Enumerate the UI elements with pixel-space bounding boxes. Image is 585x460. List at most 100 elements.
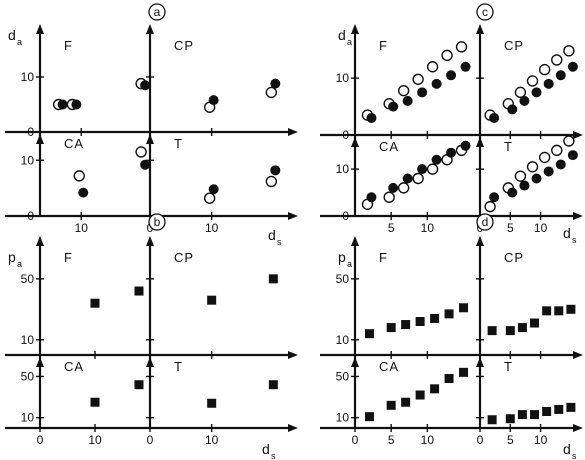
point-c-CA-filled — [446, 147, 457, 158]
fig-d-ylabel-sub: a — [347, 259, 352, 269]
point-a-CP-open — [265, 86, 278, 99]
panel-b-T-label: T — [174, 359, 183, 374]
fig-a-ytick: 0 — [27, 209, 34, 223]
fig-a-ytick: 10 — [21, 70, 35, 84]
fig-d-upper-x-arrow — [573, 351, 583, 359]
fig-a-letter: a — [154, 5, 161, 19]
fig-d-mid-y-arrow-lower — [476, 357, 484, 367]
point-c-CP-filled — [555, 70, 566, 81]
fig-a-mid-y-arrow-lower — [146, 134, 154, 144]
fig-b-left-y-arrow — [36, 236, 44, 246]
point-b-CP-square — [207, 295, 217, 305]
point-b-CP-square — [268, 274, 278, 284]
fig-c-ytick: 10 — [336, 71, 350, 85]
point-c-CP-filled — [567, 61, 578, 72]
point-c-F-open — [441, 49, 453, 62]
fig-c-upper-x-arrow — [573, 131, 583, 139]
point-c-F-open — [455, 41, 468, 53]
point-d-CP-square — [530, 318, 540, 328]
point-c-T-filled — [543, 166, 554, 177]
point-d-CP-square — [566, 304, 576, 314]
fig-b-left-y-arrow-lower — [36, 357, 44, 367]
fig-b-ytick: 10 — [21, 411, 35, 425]
fig-a-letter-circle — [148, 3, 166, 21]
fig-a-ylabel-sub: a — [17, 37, 22, 47]
point-a-F-filled — [140, 80, 151, 91]
point-c-CP-filled — [507, 104, 518, 115]
fig-a-upper-x-arrow — [288, 128, 298, 136]
point-d-CA-square — [364, 412, 374, 422]
point-a-CP-filled — [270, 78, 281, 89]
point-b-CA-square — [134, 380, 144, 390]
fig-c-ylabel-sub: a — [347, 37, 352, 47]
point-c-F-open — [412, 73, 424, 85]
fig-a-xtick: 10 — [75, 221, 89, 235]
point-c-CP-open — [514, 86, 527, 99]
point-d-T-square — [505, 414, 515, 424]
point-c-F-filled — [446, 70, 457, 81]
point-d-F-square — [415, 316, 425, 326]
point-d-F-square — [386, 323, 396, 333]
panel-d-CP-label: CP — [504, 250, 524, 265]
point-c-T-filled — [507, 187, 518, 198]
point-d-CA-square — [459, 367, 469, 377]
fig-c-xlabel: d — [563, 225, 571, 241]
fig-c-ytick: 0 — [342, 209, 349, 223]
point-c-CA-open — [426, 163, 439, 175]
point-d-T-square — [530, 410, 540, 420]
panel-c-CA-label: CA — [379, 139, 399, 154]
fig-c-ytick: 10 — [336, 162, 350, 176]
fig-c-mid-y-arrow — [476, 24, 484, 34]
fig-c-xtick: 5 — [388, 221, 395, 235]
point-c-T-filled — [519, 180, 530, 191]
fig-a-left-y-arrow — [36, 24, 44, 34]
point-a-CA-open — [73, 170, 85, 182]
point-c-CP-open — [538, 63, 551, 76]
point-c-CP-filled — [531, 87, 542, 98]
point-c-T-open — [514, 170, 527, 182]
panel-a-T-label: T — [174, 136, 183, 151]
point-c-F-filled — [460, 61, 471, 72]
fig-d-ytick: 50 — [336, 369, 350, 383]
panel-c-CP-label: CP — [504, 38, 524, 53]
fig-d-xtick: 5 — [388, 433, 395, 447]
fig-a-xtick: 10 — [205, 221, 219, 235]
fig-d-xlabel: d — [563, 441, 571, 457]
point-a-CA-open — [135, 146, 147, 158]
panel-a-CA-label: CA — [64, 136, 84, 151]
point-d-F-square — [430, 313, 440, 323]
panel-a-F-label: F — [64, 38, 73, 53]
point-d-T-square — [487, 415, 497, 425]
point-b-CA-square — [90, 397, 100, 407]
panel-d-CA-label: CA — [379, 359, 399, 374]
point-d-CP-square — [505, 326, 515, 336]
fig-d-lower-x-arrow — [573, 424, 583, 432]
point-d-T-square — [566, 402, 576, 412]
fig-b-upper-x-arrow — [288, 351, 298, 359]
fig-c-xtick: 10 — [421, 221, 435, 235]
panel-d-F-label: F — [379, 250, 388, 265]
fig-c-mid-y-arrow-lower — [476, 137, 484, 147]
fig-c-left-y-arrow — [351, 24, 359, 34]
point-a-T-filled — [270, 165, 281, 176]
point-c-T-open — [551, 144, 563, 157]
fig-d-xtick: 10 — [534, 433, 548, 447]
point-c-CP-filled — [543, 78, 554, 89]
fig-b-ytick: 10 — [21, 333, 35, 347]
point-c-F-open — [426, 61, 439, 73]
fig-a-left-y-arrow-lower — [36, 134, 44, 144]
fig-b-xtick: 10 — [88, 433, 102, 447]
point-d-T-square — [554, 404, 564, 414]
fig-d-ytick: 10 — [336, 411, 350, 425]
point-d-CP-square — [542, 306, 552, 316]
point-c-T-open — [526, 161, 539, 173]
fig-b-ytick: 50 — [21, 272, 35, 286]
fig-c-left-y-arrow-lower — [351, 137, 359, 147]
point-c-CP-filled — [519, 95, 530, 106]
point-c-CA-open — [412, 172, 424, 185]
point-d-CA-square — [415, 390, 425, 400]
point-a-F-filled — [57, 99, 68, 110]
fig-a-xlabel: d — [268, 227, 276, 243]
point-c-CP-open — [526, 75, 539, 87]
